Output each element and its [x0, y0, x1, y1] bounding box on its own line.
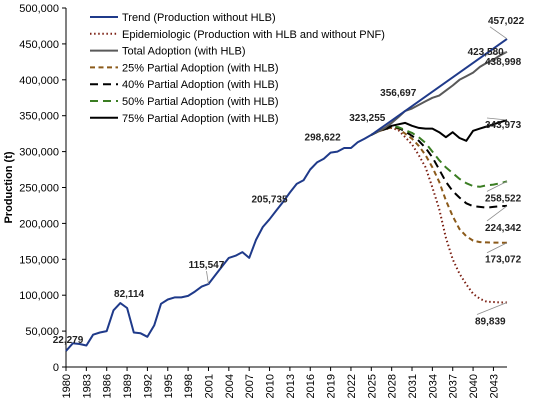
data-label: 173,072 [485, 255, 522, 266]
y-tick-label: 50,000 [25, 326, 59, 338]
series-line-5 [370, 124, 508, 188]
x-tick-label: 2031 [407, 374, 419, 398]
y-tick-label: 100,000 [19, 290, 59, 302]
annotation-leaders [206, 26, 508, 315]
legend-entry: Total Adoption (with HLB) [122, 46, 246, 58]
leader-line [486, 181, 508, 192]
leader-line [486, 205, 508, 222]
y-tick-label: 350,000 [19, 111, 59, 123]
leader-line [489, 26, 508, 40]
x-tick-label: 2025 [366, 374, 378, 398]
y-tick-label: 200,000 [19, 218, 59, 230]
x-tick-label: 2037 [448, 374, 460, 398]
legend-entry: 40% Partial Adoption (with HLB) [122, 79, 279, 91]
y-tick-label: 150,000 [19, 254, 59, 266]
legend-entry: 25% Partial Adoption (with HLB) [122, 62, 279, 74]
x-tick-label: 2001 [203, 374, 215, 398]
x-tick-label: 1986 [102, 374, 114, 398]
series-line-0 [370, 38, 508, 136]
x-tick-label: 1992 [142, 374, 154, 398]
x-tick-label: 1995 [163, 374, 175, 398]
series-lines [65, 38, 508, 352]
series-line-3 [370, 126, 507, 244]
legend: Trend (Production without HLB) Epidemiolo… [90, 12, 385, 125]
y-axis: 0 50,000 100,000 150,000 200,000 250,000 300,0… [19, 3, 67, 374]
data-labels: 22,279 82,114 115,547 205,735 298,622 323,255… [53, 16, 525, 346]
leader-line [486, 242, 508, 254]
x-tick-label: 2040 [468, 374, 480, 398]
x-tick-label: 2022 [346, 374, 358, 398]
x-tick-label: 1989 [122, 374, 134, 398]
data-label: 82,114 [114, 289, 144, 300]
y-tick-label: 500,000 [19, 3, 59, 15]
legend-entry: 75% Partial Adoption (with HLB) [122, 113, 279, 125]
legend-entry: 50% Partial Adoption (with HLB) [122, 96, 279, 108]
data-label: 224,342 [485, 223, 522, 234]
leader-line [206, 270, 209, 285]
data-label: 258,522 [485, 193, 522, 204]
leader-line [486, 117, 508, 121]
data-label: 356,697 [380, 88, 417, 99]
data-label: 22,279 [53, 335, 84, 346]
x-tick-label: 2007 [244, 374, 256, 398]
data-label: 438,998 [485, 57, 522, 68]
x-tick-label: 2019 [326, 374, 338, 398]
data-label: 343,973 [485, 120, 522, 131]
x-tick-label: 2013 [285, 374, 297, 398]
data-label: 89,839 [475, 316, 506, 327]
y-axis-title: Production (t) [3, 151, 15, 223]
x-tick-label: 1998 [183, 374, 195, 398]
y-tick-label: 300,000 [19, 147, 59, 159]
leader-line [476, 302, 508, 315]
legend-entry: Epidemiologic (Production with HLB and w… [122, 29, 385, 41]
y-tick-label: 450,000 [19, 39, 59, 51]
series-line-6 [370, 119, 508, 142]
data-label: 205,735 [251, 194, 288, 205]
data-label: 423,580 [468, 47, 505, 58]
x-tick-label: 2034 [427, 374, 439, 398]
leader-line [486, 51, 508, 56]
data-label: 323,255 [349, 113, 386, 124]
x-tick-label: 1983 [81, 374, 93, 398]
series-line-2 [370, 50, 508, 136]
x-tick-label: 2028 [387, 374, 399, 398]
series-line-1 [370, 126, 508, 304]
y-tick-label: 400,000 [19, 75, 59, 87]
x-tick-label: 2004 [224, 374, 236, 398]
x-axis: 1980 1983 1986 1989 1992 1995 1998 2001 2004 2007… [61, 366, 507, 398]
legend-entry: Trend (Production without HLB) [122, 12, 276, 24]
x-tick-label: 2010 [265, 374, 277, 398]
y-tick-label: 0 [53, 362, 59, 374]
x-tick-label: 2016 [305, 374, 317, 398]
data-label: 115,547 [189, 260, 225, 271]
x-tick-label: 1980 [61, 374, 73, 398]
historical-production-line [65, 134, 372, 352]
y-tick-label: 250,000 [19, 183, 59, 195]
x-tick-label: 2043 [488, 374, 500, 398]
data-label: 298,622 [305, 133, 342, 144]
data-label: 457,022 [488, 16, 525, 27]
